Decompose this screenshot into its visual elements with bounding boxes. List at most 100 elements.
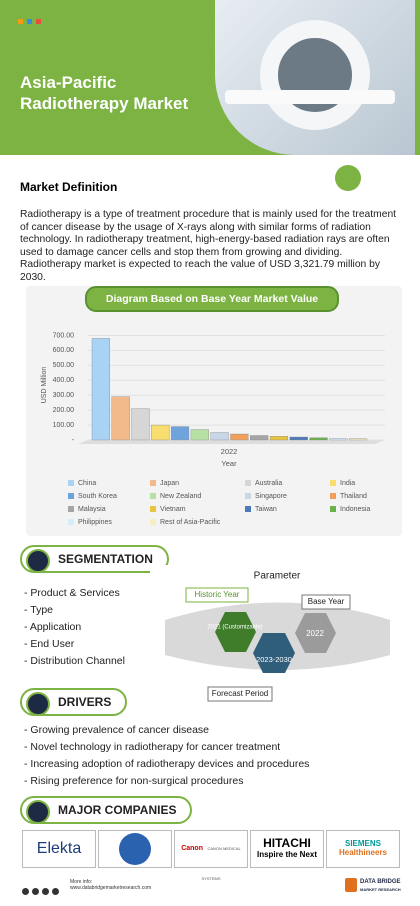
- historic-value: 2021 (Customizable): [207, 625, 262, 631]
- y-tick-label: 300.00: [53, 392, 75, 399]
- footer-text: More info:: [70, 879, 93, 885]
- label-box: [301, 594, 351, 610]
- legend-swatch: [150, 493, 156, 499]
- legend-label: Vietnam: [160, 506, 186, 513]
- title-line: Radiotherapy Market: [20, 94, 189, 113]
- legend-swatch: [68, 493, 74, 499]
- bar: [91, 338, 111, 441]
- legend-swatch: [68, 519, 74, 525]
- legend-swatch: [68, 480, 74, 486]
- y-tick-label: 200.00: [53, 407, 75, 414]
- plot-floor: [78, 440, 385, 444]
- segment-item: Distribution Channel: [24, 655, 125, 672]
- legend-swatch: [245, 480, 251, 486]
- legend-label: Rest of Asia-Pacific: [160, 519, 221, 526]
- legend-label: Australia: [255, 480, 282, 487]
- base-label: Base Year: [308, 597, 345, 606]
- legend-label: Indonesia: [340, 506, 370, 513]
- logo-sub: Healthineers: [338, 848, 388, 857]
- segment-item: Type: [24, 604, 125, 621]
- social-icons: [22, 882, 67, 895]
- header-image: [215, 0, 415, 155]
- y-tick-label: 100.00: [53, 422, 75, 429]
- pill-text: DRIVERS: [58, 695, 112, 709]
- x-tick-label: 2022: [221, 447, 238, 456]
- logo-sub: CANON MEDICAL SYSTEMS: [201, 846, 241, 881]
- definition-text: Radiotherapy is a type of treatment proc…: [20, 209, 397, 283]
- chart-panel: [26, 286, 402, 536]
- drivers-pill: DRIVERS: [20, 688, 128, 716]
- bar: [190, 429, 209, 441]
- bar: [230, 433, 249, 441]
- historic-label: Historic Year: [195, 590, 240, 599]
- logo-elekta: Elekta: [22, 830, 96, 868]
- decor-circle: [335, 165, 361, 191]
- x-axis-label: Year: [221, 459, 237, 468]
- brand-text: DATA BRIDGE: [360, 879, 401, 885]
- y-tick-label: 400.00: [53, 377, 75, 384]
- parameter-diagram: Parameter Historic Year Base Year 2021 (…: [150, 565, 410, 705]
- forecast-value: 2023-2030: [256, 655, 292, 664]
- legend-label: Malaysia: [78, 506, 106, 513]
- dots: [18, 11, 48, 24]
- hex: [253, 633, 295, 673]
- title-line: Asia-Pacific: [20, 73, 117, 92]
- logo-text: Elekta: [36, 840, 82, 857]
- y-axis-label: USD Million: [41, 367, 48, 404]
- segment-item: Product & Services: [24, 587, 125, 604]
- legend-swatch: [150, 519, 156, 525]
- legend-label: India: [340, 480, 355, 487]
- bar: [250, 435, 269, 441]
- legend-label: Thailand: [340, 493, 367, 500]
- y-tick-label: -: [72, 437, 75, 444]
- segment-item: End User: [24, 638, 125, 655]
- bar: [309, 437, 328, 441]
- legend-label: Singapore: [255, 493, 287, 500]
- brand-icon: [345, 878, 357, 892]
- label-box: [207, 686, 273, 702]
- legend-label: Taiwan: [255, 506, 277, 513]
- footer-url: www.databridgemarketresearch.com: [70, 885, 152, 891]
- driver-item: Increasing adoption of radiotherapy devi…: [24, 758, 309, 775]
- legend-swatch: [330, 493, 336, 499]
- legend-label: Japan: [160, 480, 179, 487]
- forecast-label: Forecast Period: [212, 689, 268, 698]
- bar: [329, 438, 348, 441]
- legend-swatch: [330, 506, 336, 512]
- logo-sub: Inspire the Next: [256, 850, 317, 859]
- segment-item: Application: [24, 621, 125, 638]
- bar: [131, 408, 150, 441]
- y-tick-label: 500.00: [53, 362, 75, 369]
- y-tick-label: 600.00: [53, 347, 75, 354]
- hex: [215, 612, 256, 652]
- pill-text: MAJOR COMPANIES: [58, 803, 177, 817]
- legend-swatch: [245, 506, 251, 512]
- legend-swatch: [68, 506, 74, 512]
- bar: [170, 426, 190, 441]
- companies-pill: MAJOR COMPANIES: [20, 796, 193, 824]
- chart: USD Million 2022 Year - 100.00 200.00 300.0…: [41, 332, 385, 526]
- drivers-list: Growing prevalence of cancer diseaseNove…: [24, 724, 309, 792]
- legend-swatch: [150, 506, 156, 512]
- legend-label: China: [78, 480, 96, 487]
- logo-text: HITACHI: [263, 836, 311, 850]
- logo-canon: Canon CANON MEDICAL SYSTEMS: [174, 830, 248, 881]
- title: Asia-Pacific Radiotherapy Market: [20, 72, 188, 114]
- hex: [295, 613, 336, 653]
- legend-swatch: [150, 480, 156, 486]
- pill-text: SEGMENTATION: [58, 552, 153, 566]
- driver-item: Rising preference for non-surgical proce…: [24, 775, 309, 792]
- logo-text: SIEMENS: [344, 839, 381, 848]
- bar: [269, 436, 289, 441]
- chart-title: Diagram Based on Base Year Market Value: [85, 286, 339, 312]
- segmentation-list: Product & ServicesTypeApplicationEnd Use…: [24, 587, 125, 672]
- brand: DATA BRIDGE MARKET RESEARCH: [360, 879, 401, 893]
- parameter-title: Parameter: [254, 571, 301, 582]
- base-value: 2022: [306, 629, 324, 638]
- logo-ge: [98, 830, 172, 868]
- driver-item: Growing prevalence of cancer disease: [24, 724, 309, 741]
- bar: [111, 396, 130, 441]
- label-box: [185, 587, 249, 603]
- brand-sub: MARKET RESEARCH: [360, 887, 401, 892]
